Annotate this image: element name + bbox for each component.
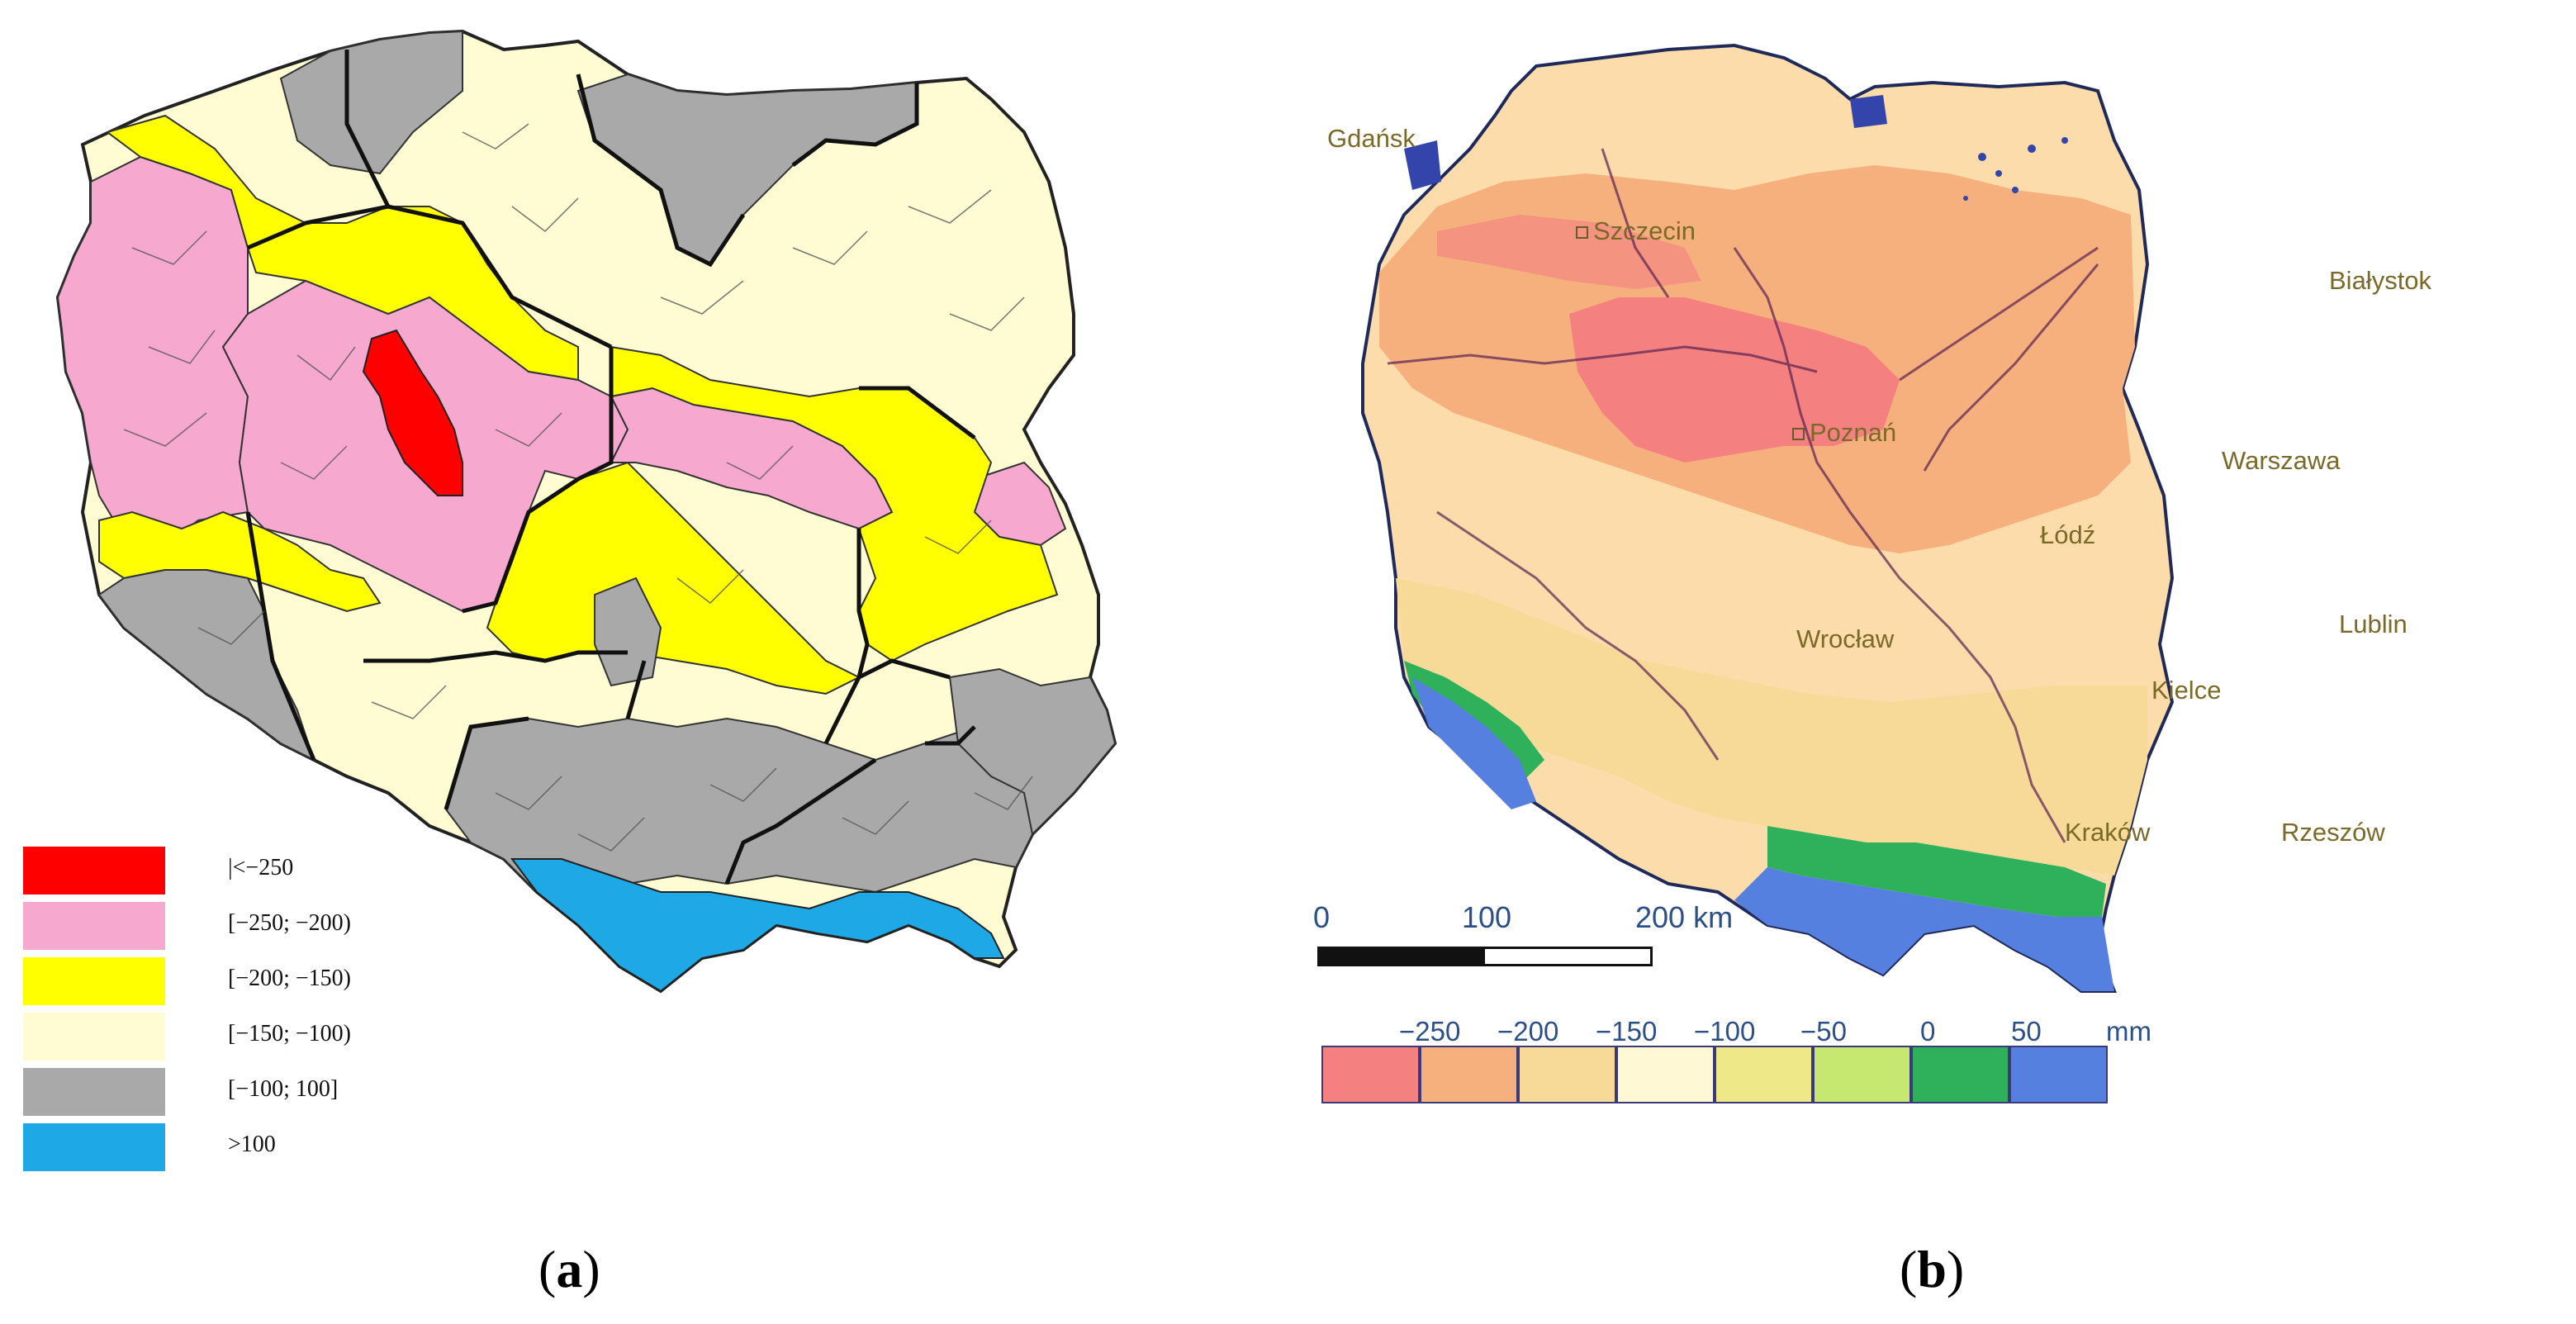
colorbar-tick: −250 xyxy=(1399,1016,1461,1046)
voivodeship-boundaries-a xyxy=(245,50,976,885)
legend-label: [−150; −100) xyxy=(228,1021,352,1046)
legend-swatch xyxy=(23,902,165,950)
city-kielce: Kielce xyxy=(2151,676,2221,705)
zone-blue-south xyxy=(1734,867,2114,991)
colorbar-tick: −200 xyxy=(1497,1016,1559,1046)
city-label: Warszawa xyxy=(2222,446,2341,475)
scale-label: 100 xyxy=(1462,900,1512,934)
poland-choropleth-map-a xyxy=(55,29,1117,994)
colorbar-cell xyxy=(1616,1046,1715,1103)
lakes-b xyxy=(1963,137,2068,201)
city-gdansk: Gdańsk xyxy=(1327,124,1416,154)
region-grey-north xyxy=(279,30,463,175)
panel-b-map: Gdańsk Szczecin Białystok Poznań Warszaw… xyxy=(1272,0,2576,1173)
region-grey-southeast xyxy=(948,667,1117,837)
colorbar-cell xyxy=(1420,1046,1518,1103)
region-blue-south xyxy=(510,858,1005,993)
legend-swatch xyxy=(23,1068,165,1116)
legend-item: [−150; −100) xyxy=(23,1013,370,1061)
city-label: Wrocław xyxy=(1796,624,1895,653)
coastal-water-east xyxy=(1850,95,1887,128)
city-label: Szczecin xyxy=(1593,216,1696,245)
city-warszawa: Warszawa xyxy=(2222,446,2341,476)
colorbar: −250 −200 −150 −100 −50 0 50 mm xyxy=(1321,1016,2151,1111)
legend-swatch xyxy=(23,847,165,895)
city-lublin: Lublin xyxy=(2339,610,2408,639)
colorbar-cell xyxy=(1518,1046,1616,1103)
scale-label: 0 xyxy=(1313,900,1331,934)
city-wroclaw: Wrocław xyxy=(1796,624,1894,654)
colorbar-tick: −50 xyxy=(1800,1016,1847,1046)
legend-swatch xyxy=(23,1013,165,1061)
scale-label: 200 km xyxy=(1635,900,1734,934)
legend-swatch xyxy=(23,1123,165,1171)
city-label: Poznań xyxy=(1810,418,1897,447)
colorbar-tick: mm xyxy=(2106,1016,2151,1046)
city-rzeszow: Rzeszów xyxy=(2281,818,2385,847)
zone-red xyxy=(1569,297,1900,463)
legend-a: |<−250 [−250; −200) [−200; −150) [−150; … xyxy=(23,847,370,1179)
zone-blue-west xyxy=(1412,677,1536,809)
legend-item: |<−250 xyxy=(23,847,370,895)
colorbar-cell xyxy=(2009,1046,2108,1103)
caption-b: (b) xyxy=(1900,1240,1965,1298)
colorbar-tick: −150 xyxy=(1596,1016,1658,1046)
legend-item: [−100; 100] xyxy=(23,1068,370,1116)
colorbar-cell xyxy=(1911,1046,2009,1103)
city-marker xyxy=(1792,428,1805,441)
zone-red-north xyxy=(1437,215,1701,289)
city-label: Kraków xyxy=(2065,818,2151,847)
city-label: Kielce xyxy=(2151,676,2222,705)
legend-label: [−250; −200) xyxy=(228,910,352,936)
city-label: Białystok xyxy=(2329,266,2432,295)
legend-label: [−200; −150) xyxy=(228,966,352,991)
colorbar-tick: 50 xyxy=(2011,1016,2042,1046)
legend-label: |<−250 xyxy=(228,855,294,880)
city-bialystok: Białystok xyxy=(2329,266,2431,296)
city-krakow: Kraków xyxy=(2065,818,2150,847)
legend-label: >100 xyxy=(228,1132,276,1157)
scale-bar-graphic xyxy=(1317,947,1653,966)
caption-a: (a) xyxy=(538,1240,600,1298)
colorbar-tick: −100 xyxy=(1694,1016,1756,1046)
legend-item: [−200; −150) xyxy=(23,957,370,1005)
colorbar-cell xyxy=(1715,1046,1813,1103)
region-grey-central xyxy=(594,577,662,687)
city-poznan: Poznań xyxy=(1792,418,1896,448)
region-red-county xyxy=(362,329,463,496)
caption-b-letter: b xyxy=(1917,1240,1947,1298)
city-marker xyxy=(1576,226,1588,240)
city-label: Gdańsk xyxy=(1327,124,1416,153)
colorbar-tick: 0 xyxy=(1920,1016,1936,1046)
poland-raster-map-b xyxy=(1361,43,2175,993)
region-yellow-south-central xyxy=(486,461,861,695)
city-lodz: Łódź xyxy=(2040,520,2095,550)
caption-a-letter: a xyxy=(556,1240,583,1298)
legend-item: >100 xyxy=(23,1123,370,1171)
zone-yellow-south xyxy=(1396,578,2147,876)
scale-bar: 0 100 200 km xyxy=(1313,900,1733,999)
legend-swatch xyxy=(23,957,165,1005)
county-boundaries-a xyxy=(123,123,1033,852)
colorbar-cell xyxy=(1321,1046,1420,1103)
colorbar-cell xyxy=(1813,1046,1911,1103)
rivers-b xyxy=(1387,148,2099,843)
city-label: Rzeszów xyxy=(2281,818,2385,847)
panel-a-map: |<−250 [−250; −200) [−200; −150) [−150; … xyxy=(0,0,1156,1173)
city-label: Lublin xyxy=(2339,610,2408,638)
legend-item: [−250; −200) xyxy=(23,902,370,950)
coastal-water-west xyxy=(1404,140,1441,190)
zone-green xyxy=(1767,826,2106,917)
city-label: Łódź xyxy=(2040,520,2096,549)
legend-label: [−100; 100] xyxy=(228,1076,339,1102)
city-szczecin: Szczecin xyxy=(1576,216,1696,246)
